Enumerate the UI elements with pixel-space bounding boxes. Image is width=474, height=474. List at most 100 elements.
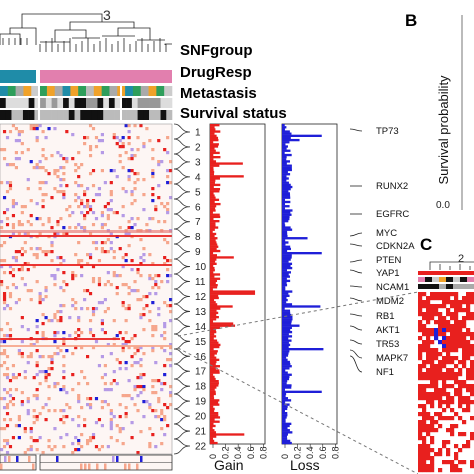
panel-c-cell: [418, 424, 423, 429]
heatmap-cell: [136, 271, 140, 275]
heatmap-cell: [169, 169, 173, 173]
gain-bar: [210, 388, 215, 391]
bottom-track-cell: [112, 456, 115, 462]
heatmap-cell: [2, 373, 7, 377]
heatmap-cell: [115, 334, 119, 338]
heatmap-cell: [124, 340, 128, 344]
heatmap-cell: [20, 355, 24, 359]
heatmap-cell: [166, 175, 170, 179]
heatmap-cell: [17, 436, 21, 440]
panel-c-cell: [426, 452, 431, 457]
panel-c-cell: [462, 336, 467, 341]
chromosome-bracket: [173, 243, 191, 260]
bottom-track-cell: [8, 456, 11, 462]
loss-bar: [282, 136, 291, 140]
heatmap-cell: [20, 391, 24, 395]
heatmap-cell: [53, 427, 57, 431]
panel-c-cell: [430, 464, 435, 469]
heatmap-cell: [56, 319, 60, 323]
heatmap-cell: [86, 205, 90, 209]
heatmap-cell: [91, 310, 96, 314]
panel-c-cell: [422, 460, 427, 465]
heatmap-cell: [32, 376, 36, 380]
panel-c-cell: [426, 368, 431, 373]
gain-bar: [210, 215, 221, 219]
gain-bar: [210, 143, 219, 146]
drugresp-cell: [15, 86, 24, 96]
gain-bar: [210, 292, 256, 295]
panel-c-cell: [446, 348, 451, 353]
loss-bar: [282, 345, 289, 349]
heatmap-cell: [86, 253, 90, 257]
heatmap-band: [0, 338, 120, 340]
heatmap-cell: [109, 409, 113, 413]
heatmap-cell: [32, 166, 36, 170]
survival-cell: [97, 110, 104, 120]
panel-c-cell: [462, 300, 467, 305]
metastasis-cell: [149, 98, 156, 108]
loss-bar: [282, 288, 286, 291]
panel-c-annot-cell: [460, 284, 467, 289]
panel-c-cell: [458, 328, 463, 333]
heatmap-cell: [154, 391, 158, 395]
panel-c-track: [418, 271, 474, 275]
heatmap-cell: [80, 406, 84, 410]
panel-c-cell: [418, 456, 423, 461]
gain-bar: [210, 335, 217, 338]
panel-c-cell: [458, 308, 463, 313]
panel-c-cell: [430, 424, 435, 429]
heatmap-cell: [166, 280, 170, 284]
snf-track-pink: [40, 70, 172, 83]
heatmap-cell: [38, 187, 42, 191]
heatmap-cell: [26, 262, 30, 266]
survival-cell: [34, 110, 41, 120]
panel-c-annot-cell: [460, 277, 467, 282]
heatmap-cell: [47, 373, 51, 377]
heatmap-cell: [23, 205, 27, 209]
gain-bar: [210, 386, 217, 389]
label-drugresp: DrugResp: [180, 64, 252, 81]
heatmap-cell: [50, 226, 54, 230]
panel-c-cell: [454, 468, 459, 473]
heatmap-cell: [44, 295, 48, 299]
heatmap-cell: [53, 277, 57, 281]
heatmap-cell: [142, 415, 146, 419]
heatmap-cell: [35, 127, 39, 131]
panel-c-cell: [426, 328, 431, 333]
loss-bar: [282, 429, 290, 432]
heatmap-cell: [41, 205, 45, 209]
heatmap-cell: [17, 373, 21, 377]
gain-bar: [210, 333, 215, 336]
metastasis-cell: [45, 98, 52, 108]
heatmap-cell: [139, 373, 143, 377]
panel-c-cell: [434, 372, 439, 377]
heatmap-cell: [65, 208, 69, 212]
heatmap-cell: [23, 250, 27, 254]
panel-c-cell: [418, 444, 423, 449]
gene-connector: [349, 313, 363, 317]
loss-tick-label: 0.8: [330, 446, 340, 459]
chromosome-label: 13: [195, 307, 207, 318]
panel-c-cell: [446, 324, 451, 329]
panel-c-cell: [450, 368, 455, 373]
heatmap-cell: [148, 427, 152, 431]
heatmap-cell: [130, 397, 134, 401]
heatmap-cell: [8, 394, 13, 398]
heatmap-cell: [157, 415, 161, 419]
heatmap-cell: [166, 259, 170, 263]
heatmap-cell: [35, 373, 39, 377]
heatmap-cell: [20, 205, 24, 209]
heatmap-cell: [160, 334, 164, 338]
heatmap-cell: [109, 247, 113, 251]
heatmap-cell: [151, 328, 155, 332]
heatmap-cell: [38, 355, 42, 359]
track-gap: [120, 86, 122, 120]
heatmap-cell: [20, 130, 24, 134]
panel-c-cell: [426, 456, 431, 461]
heatmap-cell: [118, 145, 122, 149]
heatmap-cell: [44, 289, 48, 293]
panel-c-cell: [430, 368, 435, 373]
heatmap-cell: [38, 436, 42, 440]
panel-c-cell: [434, 348, 439, 353]
loss-bar: [282, 183, 291, 187]
